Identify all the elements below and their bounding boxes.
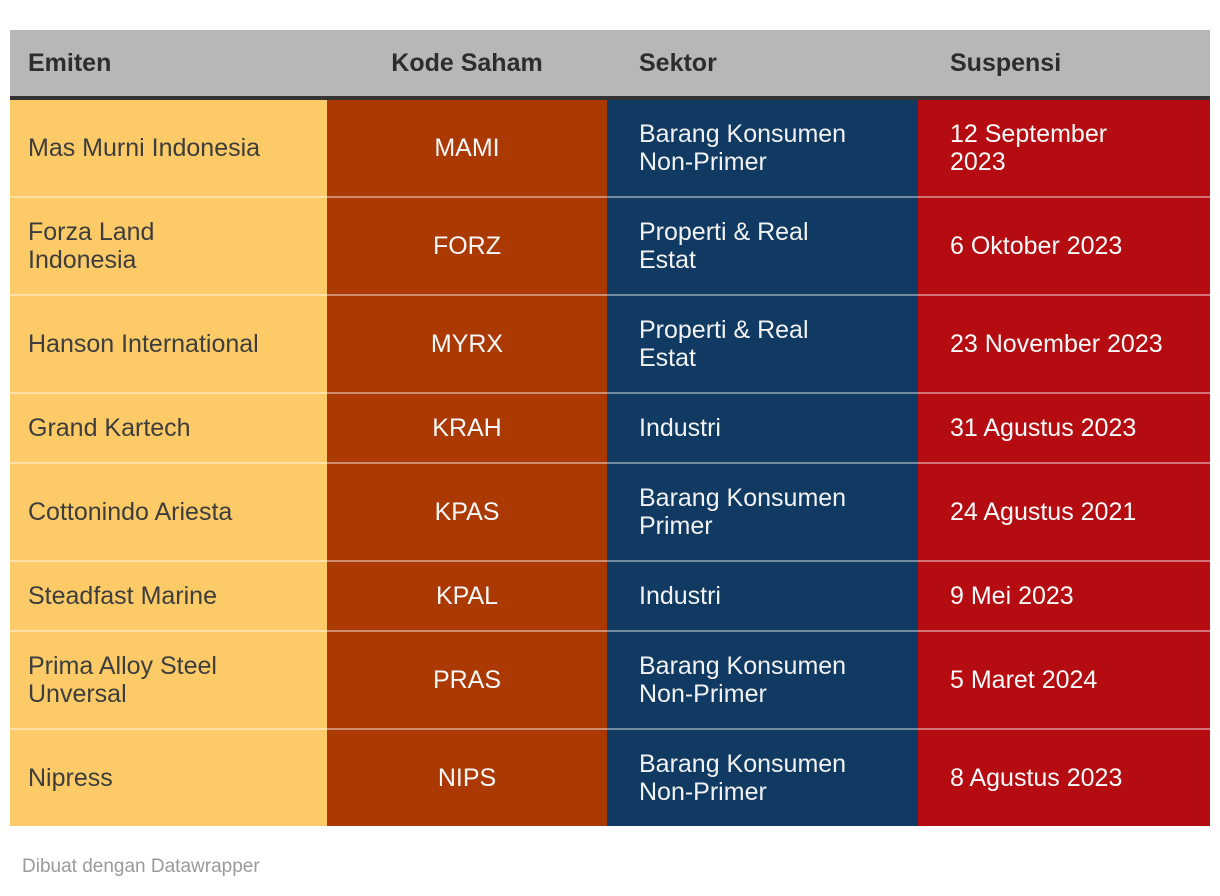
cell-sektor: Industri — [607, 560, 918, 631]
cell-sektor: Barang Konsumen Primer — [607, 462, 918, 561]
cell-kode: KPAS — [327, 462, 607, 561]
table-header: Emiten Kode Saham Sektor Suspensi — [10, 30, 1210, 100]
cell-sektor: Properti & Real Estat — [607, 294, 918, 393]
cell-suspensi: 12 September 2023 — [918, 98, 1210, 197]
cell-kode: KPAL — [327, 560, 607, 631]
column-header-suspensi: Suspensi — [918, 30, 1210, 100]
cell-kode: NIPS — [327, 728, 607, 826]
cell-kode: PRAS — [327, 630, 607, 729]
cell-sektor: Barang Konsumen Non-Primer — [607, 728, 918, 826]
table-row: Cottonindo Ariesta KPAS Barang Konsumen … — [10, 462, 1210, 561]
table-row: Prima Alloy Steel Unversal PRAS Barang K… — [10, 630, 1210, 729]
cell-kode: FORZ — [327, 196, 607, 295]
column-header-kode-saham: Kode Saham — [327, 30, 607, 100]
table-row: Forza Land Indonesia FORZ Properti & Rea… — [10, 196, 1210, 295]
cell-sektor: Properti & Real Estat — [607, 196, 918, 295]
cell-kode: KRAH — [327, 392, 607, 463]
cell-emiten: Nipress — [10, 728, 327, 826]
table-row: Mas Murni Indonesia MAMI Barang Konsumen… — [10, 98, 1210, 197]
cell-sektor: Barang Konsumen Non-Primer — [607, 630, 918, 729]
table-body: Mas Murni Indonesia MAMI Barang Konsumen… — [10, 98, 1210, 826]
cell-suspensi: 23 November 2023 — [918, 294, 1210, 393]
table-row: Hanson International MYRX Properti & Rea… — [10, 294, 1210, 393]
cell-kode: MYRX — [327, 294, 607, 393]
cell-sektor: Industri — [607, 392, 918, 463]
table-row: Steadfast Marine KPAL Industri 9 Mei 202… — [10, 560, 1210, 631]
table-row: Nipress NIPS Barang Konsumen Non-Primer … — [10, 728, 1210, 826]
cell-sektor: Barang Konsumen Non-Primer — [607, 98, 918, 197]
cell-emiten: Mas Murni Indonesia — [10, 98, 327, 197]
suspension-table: Emiten Kode Saham Sektor Suspensi Mas Mu… — [10, 30, 1210, 826]
cell-kode: MAMI — [327, 98, 607, 197]
column-header-emiten: Emiten — [10, 30, 327, 100]
cell-suspensi: 31 Agustus 2023 — [918, 392, 1210, 463]
header-row: Emiten Kode Saham Sektor Suspensi — [10, 30, 1210, 100]
cell-suspensi: 8 Agustus 2023 — [918, 728, 1210, 826]
cell-emiten: Prima Alloy Steel Unversal — [10, 630, 327, 729]
cell-suspensi: 9 Mei 2023 — [918, 560, 1210, 631]
cell-emiten: Steadfast Marine — [10, 560, 327, 631]
cell-suspensi: 6 Oktober 2023 — [918, 196, 1210, 295]
datawrapper-credit-link[interactable]: Dibuat dengan Datawrapper — [22, 856, 260, 877]
cell-suspensi: 24 Agustus 2021 — [918, 462, 1210, 561]
cell-emiten: Cottonindo Ariesta — [10, 462, 327, 561]
cell-emiten: Hanson International — [10, 294, 327, 393]
datawrapper-chart: Emiten Kode Saham Sektor Suspensi Mas Mu… — [10, 30, 1210, 877]
cell-emiten: Forza Land Indonesia — [10, 196, 327, 295]
cell-suspensi: 5 Maret 2024 — [918, 630, 1210, 729]
table-row: Grand Kartech KRAH Industri 31 Agustus 2… — [10, 392, 1210, 463]
cell-emiten: Grand Kartech — [10, 392, 327, 463]
column-header-sektor: Sektor — [607, 30, 918, 100]
